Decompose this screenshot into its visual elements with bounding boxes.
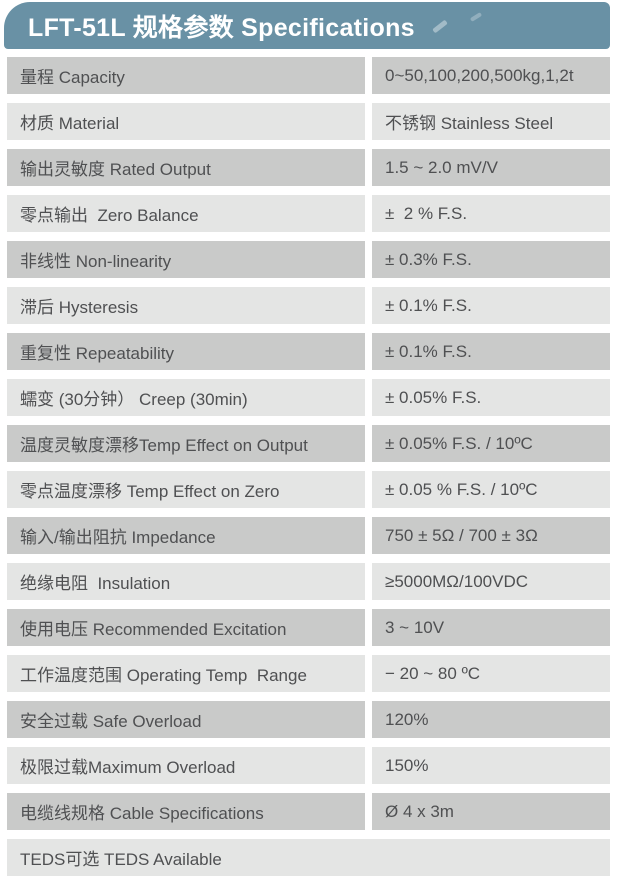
table-row: 输出灵敏度 Rated Output 1.5 ~ 2.0 mV/V [7,149,610,186]
spec-value: − 20 ~ 80 ºC [372,655,610,692]
table-row: 材质 Material 不锈钢 Stainless Steel [7,103,610,140]
scratch-mark-icon [469,12,483,22]
table-row: 零点输出 Zero Balance ± 2 % F.S. [7,195,610,232]
spec-value: Ø 4 x 3m [372,793,610,830]
spec-label: 零点输出 Zero Balance [7,195,365,232]
spec-label: 电缆线规格 Cable Specifications [7,793,365,830]
table-row: 重复性 Repeatability ± 0.1% F.S. [7,333,610,370]
spec-label: 零点温度漂移 Temp Effect on Zero [7,471,365,508]
table-row: 非线性 Non-linearity ± 0.3% F.S. [7,241,610,278]
spec-value: ± 2 % F.S. [372,195,610,232]
spec-value: ± 0.1% F.S. [372,287,610,324]
spec-value: 750 ± 5Ω / 700 ± 3Ω [372,517,610,554]
spec-value: 3 ~ 10V [372,609,610,646]
spec-value: ± 0.1% F.S. [372,333,610,370]
spec-value: 0~50,100,200,500kg,1,2t [372,57,610,94]
table-row: 工作温度范围 Operating Temp Range − 20 ~ 80 ºC [7,655,610,692]
table-row: 滞后 Hysteresis ± 0.1% F.S. [7,287,610,324]
table-row: 零点温度漂移 Temp Effect on Zero ± 0.05 % F.S.… [7,471,610,508]
spec-label: TEDS可选 TEDS Available [7,839,610,876]
spec-label: 滞后 Hysteresis [7,287,365,324]
table-row: 极限过载Maximum Overload 150% [7,747,610,784]
spec-label: 非线性 Non-linearity [7,241,365,278]
page-title: LFT-51L 规格参数 Specifications [28,13,415,42]
spec-label: 重复性 Repeatability [7,333,365,370]
spec-label: 工作温度范围 Operating Temp Range [7,655,365,692]
spec-value: ± 0.05 % F.S. / 10ºC [372,471,610,508]
spec-value: 150% [372,747,610,784]
table-row: 电缆线规格 Cable Specifications Ø 4 x 3m [7,793,610,830]
table-row: 绝缘电阻 Insulation ≥5000MΩ/100VDC [7,563,610,600]
spec-label: 输入/输出阻抗 Impedance [7,517,365,554]
table-row: 温度灵敏度漂移Temp Effect on Output ± 0.05% F.S… [7,425,610,462]
spec-label: 材质 Material [7,103,365,140]
spec-label: 绝缘电阻 Insulation [7,563,365,600]
table-row: 安全过载 Safe Overload 120% [7,701,610,738]
spec-label: 温度灵敏度漂移Temp Effect on Output [7,425,365,462]
spec-value: ± 0.05% F.S. / 10ºC [372,425,610,462]
table-header: LFT-51L 规格参数 Specifications [4,2,610,49]
table-row: TEDS可选 TEDS Available [7,839,610,876]
spec-value: ≥5000MΩ/100VDC [372,563,610,600]
spec-label: 蠕变 (30分钟） Creep (30min) [7,379,365,416]
table-row: 蠕变 (30分钟） Creep (30min) ± 0.05% F.S. [7,379,610,416]
spec-label: 安全过载 Safe Overload [7,701,365,738]
spec-value: ± 0.3% F.S. [372,241,610,278]
scratch-mark-icon [432,19,448,34]
spec-value: ± 0.05% F.S. [372,379,610,416]
spec-table: 量程 Capacity 0~50,100,200,500kg,1,2t 材质 M… [7,57,610,876]
spec-label: 量程 Capacity [7,57,365,94]
spec-label: 使用电压 Recommended Excitation [7,609,365,646]
spec-value: 不锈钢 Stainless Steel [372,103,610,140]
table-row: 使用电压 Recommended Excitation 3 ~ 10V [7,609,610,646]
table-row: 输入/输出阻抗 Impedance 750 ± 5Ω / 700 ± 3Ω [7,517,610,554]
spec-label: 输出灵敏度 Rated Output [7,149,365,186]
table-row: 量程 Capacity 0~50,100,200,500kg,1,2t [7,57,610,94]
spec-value: 120% [372,701,610,738]
spec-value: 1.5 ~ 2.0 mV/V [372,149,610,186]
spec-label: 极限过载Maximum Overload [7,747,365,784]
